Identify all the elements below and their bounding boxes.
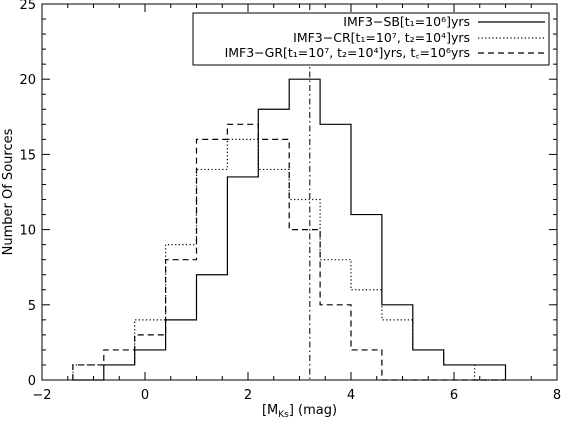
series-gr-step-line (72, 123, 506, 381)
y-tick-label: 25 (19, 0, 36, 13)
y-axis-label: Number Of Sources (1, 128, 16, 255)
legend-label-sb: IMF3−SB[t₁=10⁶]yrs (343, 14, 470, 29)
legend-label-gr: IMF3−GR[t₁=10⁷, t₂=10⁴]yrs, t꜀=10⁶yrs (225, 45, 470, 60)
x-tick-label: 4 (347, 388, 355, 403)
x-tick-label: −2 (32, 388, 51, 403)
y-tick-label: 5 (28, 299, 36, 314)
x-tick-label: 0 (141, 388, 149, 403)
y-tick-label: 20 (19, 73, 36, 88)
legend: IMF3−SB[t₁=10⁶]yrs IMF3−CR[t₁=10⁷, t₂=10… (192, 12, 550, 66)
x-tick-label: 8 (553, 388, 561, 403)
series-cr-step-line (72, 138, 506, 381)
x-tick-label: 2 (244, 388, 252, 403)
y-tick-label: 0 (28, 374, 36, 389)
legend-label-cr: IMF3−CR[t₁=10⁷, t₂=10⁴]yrs (293, 30, 470, 45)
x-tick-label: 6 (450, 388, 458, 403)
x-axis-label: [MKs] (mag) (262, 403, 337, 420)
y-tick-label: 10 (19, 224, 36, 239)
y-tick-label: 15 (19, 148, 36, 163)
